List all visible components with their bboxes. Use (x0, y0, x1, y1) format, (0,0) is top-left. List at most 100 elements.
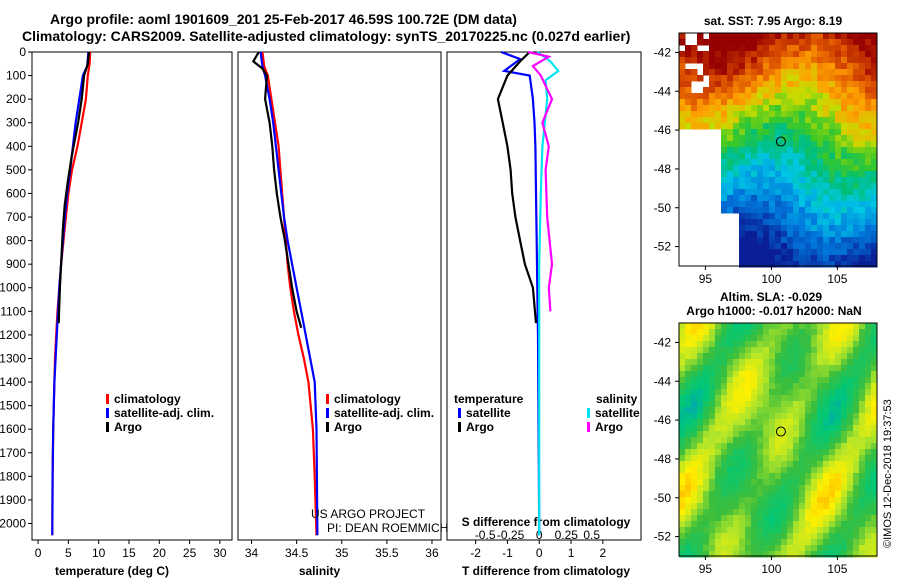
sst-map-cell (841, 81, 848, 88)
sla-map-cell (847, 353, 854, 360)
sla-map-cell (811, 401, 818, 408)
sla-map-cell (733, 503, 740, 510)
sst-map-cell (709, 45, 716, 52)
sst-map-cell (799, 183, 806, 190)
sst-map-cell (775, 57, 782, 64)
sla-map-cell (787, 419, 794, 426)
sla-map-cell (799, 431, 806, 438)
sla-map-cell (847, 323, 854, 330)
sla-map-cell (823, 485, 830, 492)
sla-map-cell (829, 371, 836, 378)
x-axis-label: T difference from climatology (462, 564, 630, 578)
sla-map-cell (847, 443, 854, 450)
sst-map-cell (811, 237, 818, 244)
sst-map-cell (787, 183, 794, 190)
sst-map-cell (769, 129, 776, 136)
sla-map-cell (757, 551, 764, 558)
sla-map-cell (835, 485, 842, 492)
sla-map-cell (799, 371, 806, 378)
sla-map-cell (793, 341, 800, 348)
sst-map-cell (739, 243, 746, 250)
diff-salinity-legend-marker (587, 422, 590, 432)
sla-map-cell (799, 353, 806, 360)
sst-map-cell (793, 141, 800, 148)
sst-map-cell (865, 147, 872, 154)
sla-map-cell (703, 437, 710, 444)
sla-map-cell (775, 323, 782, 330)
sst-map-cell (859, 195, 866, 202)
sla-map-cell (769, 419, 776, 426)
sst-map-cell (733, 75, 740, 82)
sla-map-cell (751, 539, 758, 546)
diff-salinity-legend-label: Argo (595, 420, 623, 434)
sla-map-cell (829, 533, 836, 540)
sst-map-cell (739, 99, 746, 106)
sla-map-cell (715, 527, 722, 534)
sst-map-cell (817, 75, 824, 82)
sst-map-cell (871, 213, 878, 220)
sla-map-cell (787, 425, 794, 432)
sla-map-cell (829, 461, 836, 468)
sst-map-cell (721, 141, 728, 148)
sla-map-cell (847, 437, 854, 444)
sst-map-cell (757, 249, 764, 256)
sla-map-cell (817, 551, 824, 558)
sla-map-cell (769, 521, 776, 528)
sst-map-cell (811, 261, 818, 268)
sst-map-cell (847, 219, 854, 226)
sla-map-cell (853, 551, 860, 558)
sst-map-cell (865, 105, 872, 112)
sst-map-cell (865, 195, 872, 202)
sla-map-cell (697, 461, 704, 468)
sst-map-cell (841, 195, 848, 202)
sst-map-cell (823, 189, 830, 196)
sla-map-cell (817, 491, 824, 498)
sla-map-cell (781, 353, 788, 360)
sla-map-cell (841, 503, 848, 510)
sla-map-cell (733, 509, 740, 516)
sla-map-cell (733, 329, 740, 336)
sst-map-cell (817, 51, 824, 58)
sla-map-cell (817, 479, 824, 486)
sst-map-cell (829, 195, 836, 202)
sla-map-cell (691, 407, 698, 414)
sst-map-cell (721, 57, 728, 64)
sla-map-cell (769, 533, 776, 540)
x-tick-label: 30 (213, 546, 227, 560)
sla-map-cell (715, 473, 722, 480)
sst-map-cell (745, 207, 752, 214)
sst-map-cell (817, 63, 824, 70)
sst-map-cell (829, 183, 836, 190)
sla-map-cell (697, 341, 704, 348)
sla-map-cell (835, 521, 842, 528)
sla-map-cell (685, 455, 692, 462)
sst-map-cell (787, 141, 794, 148)
sla-map-cell (775, 515, 782, 522)
sla-map-cell (853, 449, 860, 456)
sla-map-cell (865, 449, 872, 456)
sst-map-cell (685, 99, 692, 106)
plot-frame (31, 51, 233, 541)
sst-map-cell (757, 45, 764, 52)
sla-map-cell (823, 371, 830, 378)
sst-map-cell (739, 93, 746, 100)
sst-map-cell (799, 213, 806, 220)
sla-map-cell (685, 479, 692, 486)
sst-map-cell (793, 63, 800, 70)
sst-map-cell (733, 183, 740, 190)
sst-map-cell (757, 111, 764, 118)
sla-map-cell (727, 365, 734, 372)
sst-map-cell (841, 261, 848, 268)
sla-map-cell (811, 503, 818, 510)
sst-map-cell (859, 93, 866, 100)
sst-map-cell (853, 141, 860, 148)
sla-map-cell (871, 365, 878, 372)
sst-map-cell (775, 231, 782, 238)
sst-map-cell (733, 45, 740, 52)
sst-map-cell (793, 171, 800, 178)
sla-map-cell (841, 455, 848, 462)
sst-map-cell (871, 225, 878, 232)
sst-map-cell (817, 195, 824, 202)
x-tick-label: 20 (153, 546, 167, 560)
sst-map-cell (793, 237, 800, 244)
